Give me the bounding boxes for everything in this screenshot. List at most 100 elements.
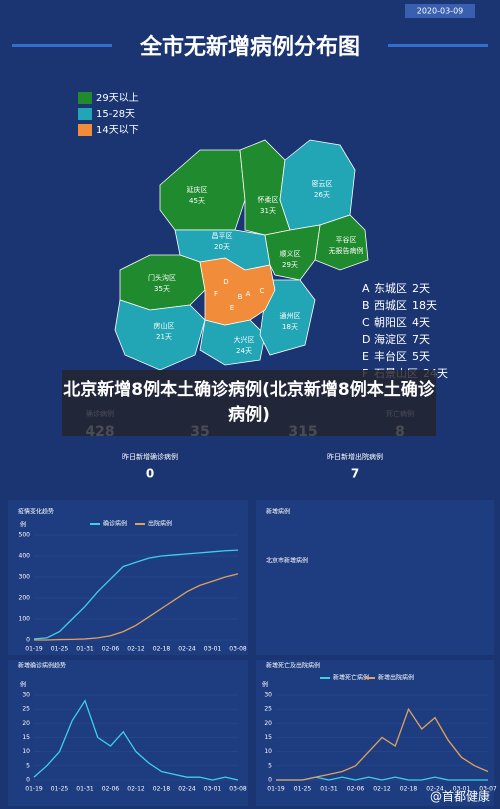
y-tick-label: 300 <box>19 574 31 581</box>
y-tick-label: 25 <box>264 706 272 713</box>
central-letter: B <box>362 299 370 312</box>
y-tick-label: 10 <box>22 748 30 755</box>
legend-label: 15-28天 <box>96 109 135 120</box>
y-tick-label: 100 <box>19 616 31 623</box>
central-letter: E <box>362 350 369 363</box>
legend-swatch <box>78 124 92 136</box>
district-days: 18天 <box>282 323 298 331</box>
district-days: 24天 <box>236 347 252 355</box>
district-name: 大兴区 <box>234 335 255 344</box>
panel <box>256 500 494 655</box>
date: 2020-03-09 <box>417 7 464 16</box>
legend-label: 新增出院病例 <box>378 674 414 682</box>
y-tick-label: 5 <box>268 762 272 769</box>
title-rule <box>388 44 488 47</box>
y-axis-label: 例 <box>20 681 26 689</box>
district-letter: E <box>230 304 234 312</box>
district-days: 29天 <box>282 261 298 269</box>
y-tick-label: 0 <box>26 777 30 784</box>
panel-title: 新增病例 <box>266 508 290 516</box>
y-tick-label: 500 <box>19 532 31 539</box>
central-name: 丰台区 <box>374 349 407 363</box>
district-name: 怀柔区 <box>258 195 279 204</box>
x-tick-label: 02-12 <box>127 646 145 653</box>
stat-label: 昨日新增确诊病例 <box>122 452 178 461</box>
y-tick-label: 0 <box>26 637 30 644</box>
central-days: 2天 <box>412 282 430 295</box>
x-tick-label: 02-18 <box>153 786 171 793</box>
central-letter: D <box>362 333 370 346</box>
central-days: 7天 <box>412 333 430 346</box>
district-days: 21天 <box>156 333 172 341</box>
district-name: 延庆区 <box>187 185 208 194</box>
district-name: 平谷区 <box>336 235 357 244</box>
district <box>159 149 246 231</box>
district-days: 31天 <box>260 207 276 215</box>
y-tick-label: 200 <box>19 595 31 602</box>
x-tick-label: 03-07 <box>479 786 497 793</box>
district-letter: D <box>223 278 228 286</box>
panel <box>256 660 494 806</box>
district-days: 无报告病例 <box>329 246 364 255</box>
district-name: 门头沟区 <box>148 273 176 282</box>
district-letter: B <box>238 293 243 301</box>
district-letter: A <box>246 290 251 298</box>
title: 全市无新增病例分布图 <box>139 34 360 60</box>
stat-label: 昨日新增出院病例 <box>327 452 383 461</box>
y-tick-label: 15 <box>22 734 30 741</box>
series-line <box>34 573 239 641</box>
title-rule <box>12 44 112 47</box>
central-days: 18天 <box>412 299 437 312</box>
x-tick-label: 03-08 <box>229 786 247 793</box>
district-name: 通州区 <box>280 311 301 320</box>
x-tick-label: 02-24 <box>426 786 444 793</box>
district-days: 20天 <box>214 243 230 251</box>
central-districts <box>199 257 276 326</box>
x-tick-label: 02-06 <box>102 646 120 653</box>
y-tick-label: 25 <box>22 706 30 713</box>
map <box>114 139 369 371</box>
district <box>119 254 206 311</box>
district <box>114 299 206 371</box>
series-line <box>33 699 239 781</box>
y-tick-label: 30 <box>22 692 30 699</box>
chart-title: 疫情变化趋势 <box>18 508 54 516</box>
x-tick-label: 02-12 <box>127 786 145 793</box>
series-line <box>33 549 239 640</box>
x-tick-label: 02-12 <box>373 786 391 793</box>
stat-value: 0 <box>146 467 154 481</box>
stat-value: 7 <box>351 467 359 481</box>
y-axis-label: 例 <box>262 681 268 689</box>
x-tick-label: 01-31 <box>76 786 94 793</box>
chart-title: 新增确诊病例趋势 <box>18 662 66 670</box>
x-tick-label: 03-01 <box>204 646 222 653</box>
caption: 北京新增8例本土确诊病例(北京新增8例本土确诊病例) <box>62 370 436 436</box>
x-tick-label: 03-01 <box>453 786 471 793</box>
x-tick-label: 01-31 <box>320 786 338 793</box>
x-tick-label: 01-19 <box>25 646 43 653</box>
panel <box>8 500 248 655</box>
y-tick-label: 5 <box>26 762 30 769</box>
x-tick-label: 02-06 <box>347 786 365 793</box>
y-tick-label: 30 <box>264 692 272 699</box>
central-name: 朝阳区 <box>374 316 407 329</box>
district-name: 密云区 <box>312 179 333 188</box>
x-tick-label: 01-25 <box>51 786 69 793</box>
x-tick-label: 01-25 <box>294 786 312 793</box>
x-tick-label: 02-06 <box>102 786 120 793</box>
x-tick-label: 03-01 <box>204 786 222 793</box>
series-line <box>276 707 489 781</box>
x-tick-label: 03-08 <box>229 646 247 653</box>
chart-title: 新增死亡及出院病例 <box>266 662 320 670</box>
district <box>264 224 321 281</box>
x-tick-label: 01-19 <box>267 786 285 793</box>
central-list: A东城区2天B西城区18天C朝阳区4天D海淀区7天E丰台区5天F石景山区24天 <box>362 282 448 380</box>
district-days: 45天 <box>189 197 205 205</box>
legend-swatch <box>78 108 92 120</box>
district-days: 35天 <box>154 285 170 293</box>
district-days: 26天 <box>314 191 330 199</box>
x-tick-label: 01-25 <box>51 646 69 653</box>
